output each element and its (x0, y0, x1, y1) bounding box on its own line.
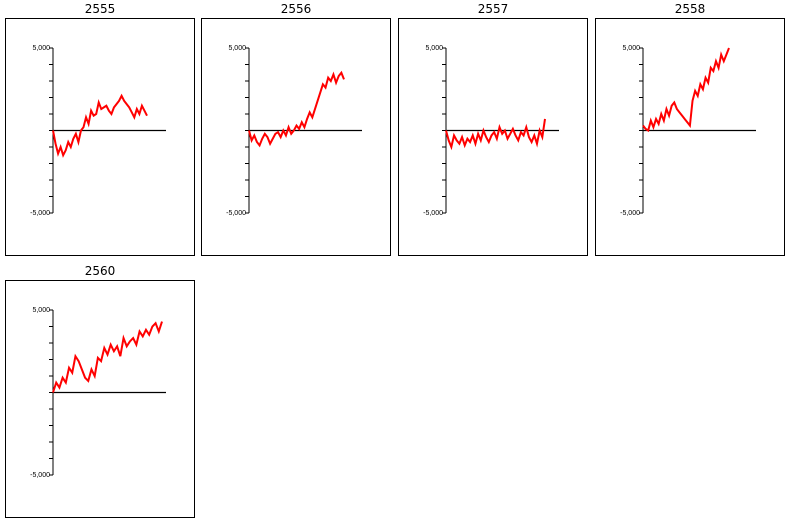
chart-panel-2556: 2556 5,000 -5,000 (201, 2, 391, 256)
series-line (642, 47, 730, 133)
series-line (445, 118, 546, 151)
y-tick-label-min: -5,000 (30, 472, 50, 479)
y-tick-label-max: 5,000 (32, 45, 50, 52)
chart-title: 2557 (478, 2, 509, 16)
panel-frame (201, 18, 391, 256)
y-tick-label-max: 5,000 (622, 45, 640, 52)
chart-panel-2557: 2557 5,000 -5,000 (398, 2, 588, 256)
chart-panel-2558: 2558 5,000 -5,000 (595, 2, 785, 256)
y-tick-label-max: 5,000 (425, 45, 443, 52)
series-line (52, 93, 148, 158)
chart-panel-2555: 2555 5,000 -5,000 (5, 2, 195, 256)
y-tick-label-min: -5,000 (30, 210, 50, 217)
panel-frame (595, 18, 785, 256)
chart-title: 2558 (675, 2, 706, 16)
y-tick-label-max: 5,000 (32, 307, 50, 314)
chart-panel-2560: 2560 5,000 -5,000 (5, 264, 195, 518)
y-tick-label-min: -5,000 (423, 210, 443, 217)
series-line (248, 70, 345, 148)
panel-frame (5, 280, 195, 518)
y-tick-label-max: 5,000 (228, 45, 246, 52)
chart-title: 2555 (85, 2, 116, 16)
panel-frame (398, 18, 588, 256)
y-tick-label-min: -5,000 (620, 210, 640, 217)
chart-title: 2556 (281, 2, 312, 16)
series-line (52, 321, 163, 393)
y-tick-label-min: -5,000 (226, 210, 246, 217)
chart-title: 2560 (85, 264, 116, 278)
panel-frame (5, 18, 195, 256)
